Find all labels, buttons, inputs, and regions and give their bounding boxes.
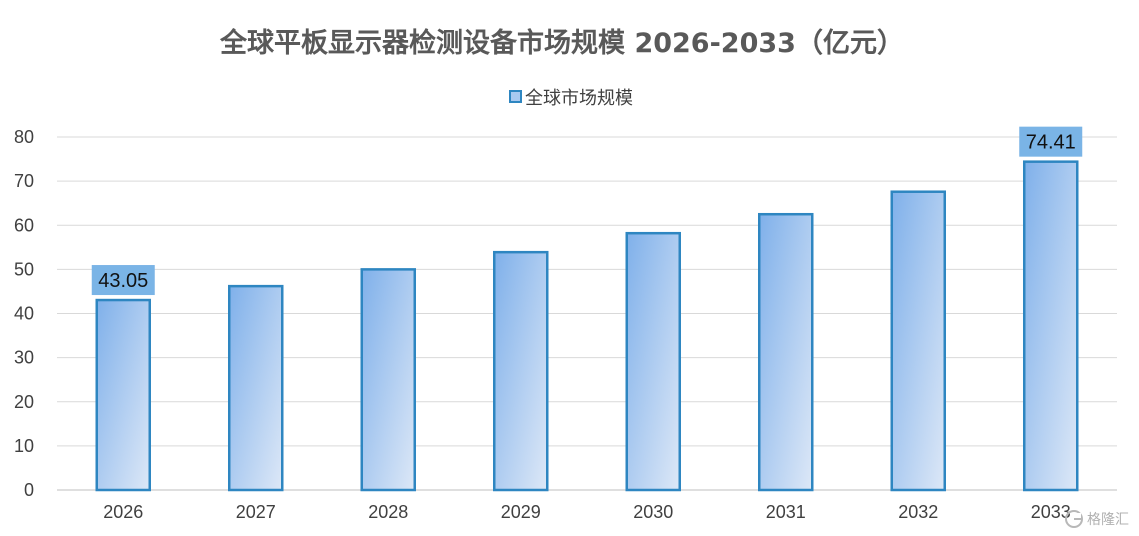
legend-swatch bbox=[509, 90, 522, 103]
x-tick-label: 2029 bbox=[501, 502, 541, 522]
bar bbox=[625, 231, 681, 492]
gridlines bbox=[57, 136, 1117, 491]
x-tick-label: 2026 bbox=[103, 502, 143, 522]
x-tick-label: 2033 bbox=[1031, 502, 1071, 522]
y-tick-label: 70 bbox=[14, 171, 34, 191]
data-label: 43.05 bbox=[98, 270, 148, 292]
bar bbox=[95, 298, 151, 492]
legend: 全球市场规模 bbox=[509, 88, 633, 109]
watermark-text: 格隆汇 bbox=[1087, 512, 1129, 528]
data-label-background bbox=[91, 265, 155, 296]
data-label: 74.41 bbox=[1026, 132, 1076, 154]
x-tick-label: 2027 bbox=[236, 502, 276, 522]
x-tick-label: 2030 bbox=[633, 502, 673, 522]
x-tick-label: 2032 bbox=[898, 502, 938, 522]
data-labels: 43.05 74.41 bbox=[91, 126, 1083, 296]
y-tick-label: 30 bbox=[14, 348, 34, 368]
bar bbox=[890, 190, 946, 492]
bar bbox=[360, 268, 416, 492]
y-tick-label: 80 bbox=[14, 127, 34, 147]
bar bbox=[228, 284, 284, 492]
y-tick-label: 0 bbox=[24, 480, 34, 500]
y-axis: 0 10 20 30 40 50 60 70 80 bbox=[14, 127, 34, 500]
y-tick-label: 50 bbox=[14, 259, 34, 279]
x-tick-label: 2028 bbox=[368, 502, 408, 522]
y-tick-label: 40 bbox=[14, 304, 34, 324]
y-tick-label: 60 bbox=[14, 215, 34, 235]
x-axis: 2026 2027 2028 2029 2030 2031 2032 2033 bbox=[103, 502, 1071, 522]
bar bbox=[758, 212, 814, 492]
y-tick-label: 10 bbox=[14, 436, 34, 456]
data-label-background bbox=[1019, 126, 1083, 157]
logo-icon bbox=[1065, 510, 1083, 528]
bar bbox=[493, 250, 549, 492]
x-tick-label: 2031 bbox=[766, 502, 806, 522]
bars bbox=[95, 160, 1079, 492]
bar bbox=[1023, 160, 1079, 492]
y-tick-label: 20 bbox=[14, 392, 34, 412]
chart-title: 全球平板显示器检测设备市场规模 2026-2033（亿元） bbox=[219, 27, 904, 59]
legend-label: 全球市场规模 bbox=[525, 88, 633, 109]
watermark: 格隆汇 bbox=[1065, 510, 1129, 528]
